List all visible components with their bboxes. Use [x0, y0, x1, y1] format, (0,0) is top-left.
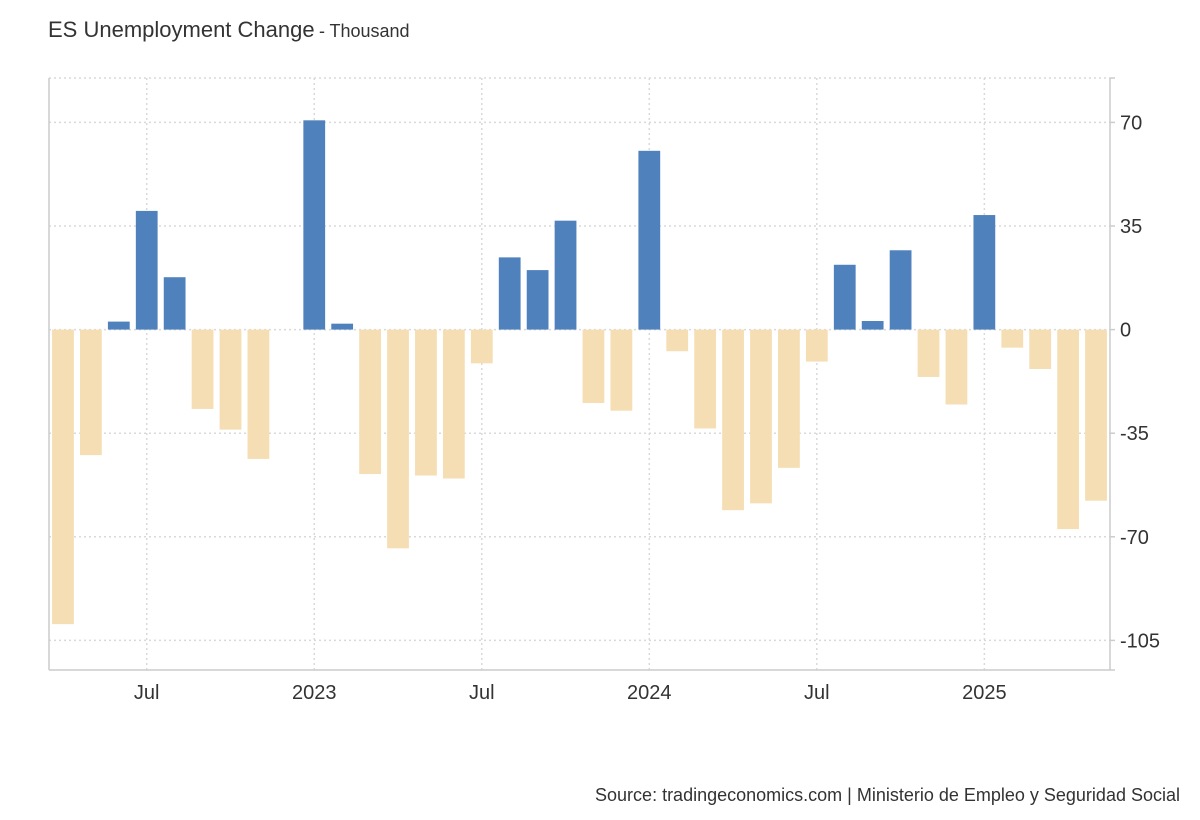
bar[interactable]	[778, 329, 800, 468]
bar[interactable]	[582, 329, 605, 404]
bar[interactable]	[191, 329, 214, 409]
bar[interactable]	[107, 321, 130, 330]
bar[interactable]	[163, 277, 186, 330]
title-separator: -	[319, 21, 326, 41]
x-tick-label: 2024	[627, 682, 672, 704]
x-tick-label: Jul	[469, 682, 495, 704]
source-credit: Source: tradingeconomics.com | Ministeri…	[595, 785, 1180, 805]
bar[interactable]	[610, 329, 633, 411]
y-tick-label: -105	[1120, 630, 1160, 652]
bar[interactable]	[359, 329, 381, 475]
bar[interactable]	[889, 250, 912, 330]
bar[interactable]	[638, 150, 661, 330]
bar[interactable]	[973, 215, 996, 330]
chart-unit: Thousand	[329, 21, 410, 41]
y-tick-label: 35	[1120, 216, 1142, 238]
bar[interactable]	[805, 329, 828, 362]
bar[interactable]	[1085, 329, 1107, 501]
bar[interactable]	[861, 321, 884, 330]
y-tick-label: 70	[1120, 112, 1142, 134]
bar[interactable]	[554, 220, 577, 330]
bar[interactable]	[498, 257, 521, 330]
x-tick-label: 2023	[292, 682, 337, 704]
x-tick-label: 2025	[962, 682, 1007, 704]
bar[interactable]	[303, 120, 326, 330]
bar[interactable]	[1029, 329, 1052, 369]
bar[interactable]	[219, 329, 242, 430]
x-tick-label: Jul	[804, 682, 830, 704]
bar[interactable]	[1057, 329, 1080, 530]
bar[interactable]	[666, 329, 689, 352]
bar[interactable]	[722, 329, 744, 511]
y-tick-label: 0	[1120, 320, 1131, 342]
bar[interactable]	[470, 329, 493, 364]
bar[interactable]	[945, 329, 968, 405]
bar[interactable]	[917, 329, 940, 377]
y-tick-label: -70	[1120, 527, 1149, 549]
bar[interactable]	[526, 270, 549, 330]
bar[interactable]	[750, 329, 772, 504]
bar[interactable]	[833, 264, 856, 330]
bar[interactable]	[135, 210, 158, 330]
bar[interactable]	[331, 323, 354, 330]
x-tick-label: Jul	[134, 682, 160, 704]
bar[interactable]	[1001, 329, 1024, 348]
y-tick-label: -35	[1120, 423, 1149, 445]
bar[interactable]	[387, 329, 409, 549]
bar[interactable]	[442, 329, 465, 479]
bar[interactable]	[247, 329, 270, 459]
chart-header: ES Unemployment Change - Thousand	[48, 17, 410, 43]
bar[interactable]	[79, 329, 102, 456]
chart-title: ES Unemployment Change	[48, 17, 315, 42]
bar[interactable]	[415, 329, 437, 476]
bar[interactable]	[694, 329, 717, 429]
bar[interactable]	[52, 329, 74, 625]
